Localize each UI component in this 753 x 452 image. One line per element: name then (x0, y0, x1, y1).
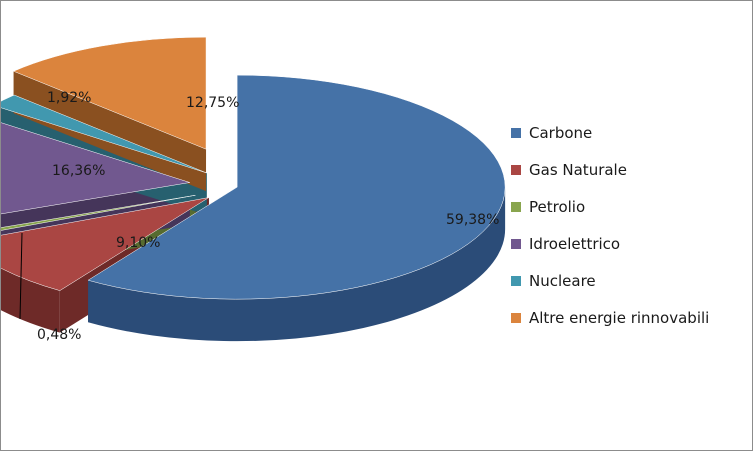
legend-label: Nucleare (529, 272, 596, 291)
legend: Carbone Gas Naturale Petrolio Idroelettrico… (511, 123, 709, 346)
pie-slice-carbone (87, 74, 506, 300)
legend-label: Altre energie rinnovabili (529, 309, 710, 328)
pie-wall-altre-energie-rinnovabili-0 (13, 71, 207, 192)
legend-label: Carbone (529, 123, 593, 142)
legend-swatch (511, 276, 521, 287)
legend-swatch (511, 239, 521, 250)
leader-line-petrolio (19, 232, 23, 320)
data-label-gas-naturale: 9,10% (116, 235, 160, 251)
pie-side-carbone (88, 187, 506, 342)
data-label-idroelettrico: 16,36% (52, 163, 105, 179)
legend-item: Nucleare (511, 272, 709, 291)
legend-swatch (511, 127, 521, 138)
legend-swatch (511, 164, 521, 175)
pie-side-gas-naturale (1, 268, 60, 333)
pie-slice-idroelettrico (1, 122, 190, 215)
legend-item: Altre energie rinnovabili (511, 309, 709, 328)
data-label-nucleare: 1,92% (47, 90, 91, 106)
pie-slice-gas-naturale (1, 197, 210, 291)
legend-label: Idroelettrico (529, 235, 621, 254)
legend-item: Petrolio (511, 197, 709, 216)
legend-item: Idroelettrico (511, 235, 709, 254)
legend-item: Gas Naturale (511, 160, 709, 179)
data-label-altre-energie-rinnovabili: 12,75% (186, 95, 239, 111)
legend-swatch (511, 313, 521, 324)
pie-slice-nucleare (1, 94, 207, 174)
legend-swatch (511, 201, 521, 212)
data-label-carbone: 59,38% (446, 212, 499, 228)
data-label-petrolio: 0,48% (37, 327, 81, 343)
legend-item: Carbone (511, 123, 709, 142)
pie-slice-altre-energie-rinnovabili (12, 36, 207, 150)
legend-label: Petrolio (529, 197, 586, 216)
legend-label: Gas Naturale (529, 160, 627, 179)
